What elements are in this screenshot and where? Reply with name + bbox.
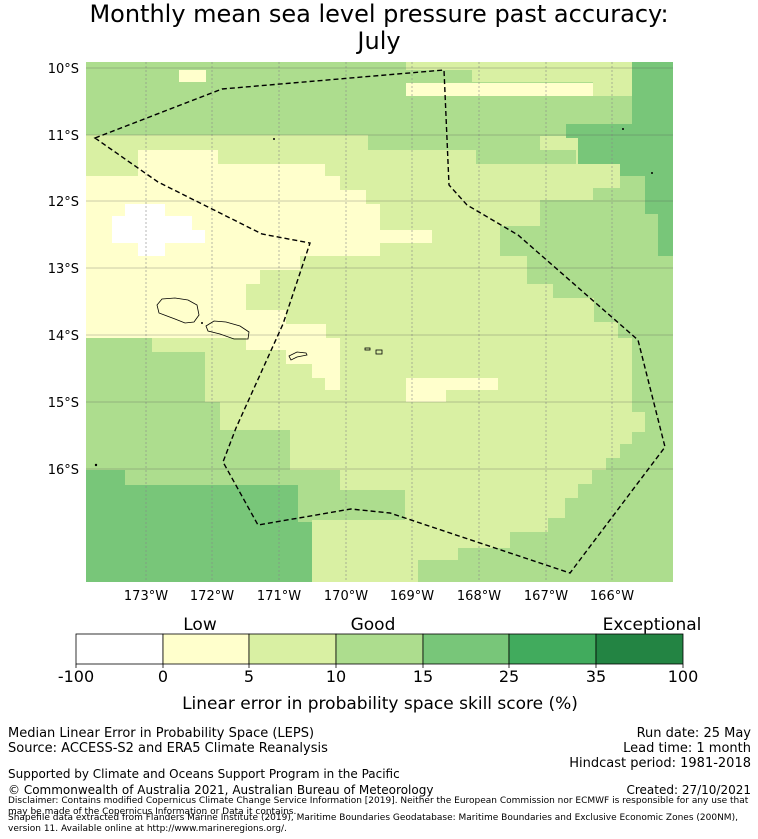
tick-label: 15: [413, 667, 433, 686]
run-date: Run date: 25 May: [636, 726, 751, 741]
lon-label-173W: 173°W: [124, 589, 168, 604]
shapefile-credit: Shapefile data extracted from Flanders M…: [8, 813, 738, 834]
colorbar-swatch-0-5: [162, 633, 250, 665]
tick-label: 5: [244, 667, 254, 686]
source-text: Source: ACCESS-S2 and ERA5 Climate Reana…: [8, 741, 328, 756]
lon-label-172W: 172°W: [190, 589, 234, 604]
lat-label-14S: 14°S: [48, 329, 79, 344]
colorbar: [75, 633, 684, 665]
colorbar-categories: Low Good Exceptional: [183, 615, 701, 635]
tick-label: 10: [326, 667, 346, 686]
upolu-island: [205, 320, 250, 340]
colorbar-swatch-15-25: [422, 633, 510, 665]
colorbar-tick-labels: -100 0 5 10 15 25 35 100: [58, 667, 698, 686]
support-text: Supported by Climate and Oceans Support …: [8, 767, 400, 781]
category-low: Low: [183, 615, 217, 635]
method-text: Median Linear Error in Probability Space…: [8, 726, 315, 741]
islet-dots: [94, 128, 653, 467]
copyright-text: © Commonwealth of Australia 2021, Austra…: [8, 783, 434, 797]
colorbar-axis-label: Linear error in probability space skill …: [182, 694, 578, 714]
tick-label: 0: [158, 667, 168, 686]
savaii-island: [156, 297, 200, 324]
skill-map: 10°S 11°S 12°S 13°S 14°S 15°S 16°S 173°W…: [48, 62, 701, 714]
lat-label-12S: 12°S: [48, 195, 79, 210]
lat-label-11S: 11°S: [48, 129, 79, 144]
score-band-15-25: [86, 62, 673, 582]
category-good: Good: [351, 615, 396, 635]
islands: [156, 297, 383, 361]
colorbar-swatch-negative: [75, 633, 164, 665]
lon-tick-labels: 173°W 172°W 171°W 170°W 169°W 168°W 167°…: [124, 589, 634, 604]
ofu-island: [364, 347, 371, 351]
lon-label-170W: 170°W: [324, 589, 368, 604]
lon-label-169W: 169°W: [390, 589, 434, 604]
eez-boundary: [93, 69, 666, 574]
lat-label-10S: 10°S: [48, 62, 79, 77]
colorbar-swatch-5-10: [248, 633, 337, 665]
tick-label: 35: [586, 667, 606, 686]
tutuila-island: [288, 351, 308, 361]
category-exceptional: Exceptional: [603, 615, 702, 635]
lon-label-167W: 167°W: [524, 589, 568, 604]
tick-label: -100: [58, 667, 94, 686]
created-date: Created: 27/10/2021: [626, 783, 751, 797]
lead-time: Lead time: 1 month: [623, 741, 751, 756]
colorbar-swatch-25-35: [508, 633, 597, 665]
lat-tick-labels: 10°S 11°S 12°S 13°S 14°S 15°S 16°S: [48, 62, 79, 478]
lat-label-16S: 16°S: [48, 463, 79, 478]
lon-label-166W: 166°W: [590, 589, 634, 604]
lon-label-171W: 171°W: [257, 589, 301, 604]
tick-label: 25: [499, 667, 519, 686]
score-band-negative: [112, 204, 205, 256]
lat-label-15S: 15°S: [48, 396, 79, 411]
lat-label-13S: 13°S: [48, 262, 79, 277]
lat-gridlines: [86, 67, 673, 470]
tick-label: 100: [668, 667, 699, 686]
manua-island: [375, 349, 383, 355]
colorbar-swatch-35-100: [595, 633, 684, 665]
chart-title: Monthly mean sea level pressure past acc…: [89, 0, 669, 28]
disclaimer-text: Disclaimer: Contains modified Copernicus…: [8, 796, 749, 817]
hindcast-period: Hindcast period: 1981-2018: [569, 756, 751, 771]
lon-label-168W: 168°W: [457, 589, 501, 604]
colorbar-ticks: [75, 664, 684, 668]
chart-title-month: July: [357, 27, 401, 55]
colorbar-swatch-10-15: [335, 633, 424, 665]
